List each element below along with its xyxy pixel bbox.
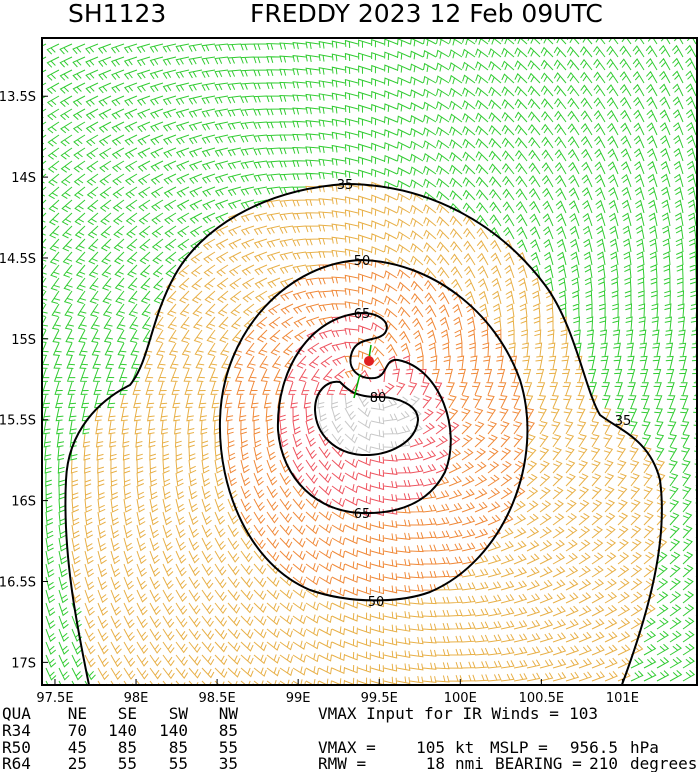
lat-label: 15.5S [0, 414, 36, 429]
info-unit: nmi [455, 754, 484, 772]
table-row-label: R34 [2, 721, 31, 740]
contour-line [218, 258, 529, 602]
table-row-label: R50 [2, 738, 31, 757]
table-cell: 35 [219, 754, 238, 772]
title: FREDDY 2023 12 Feb 09UTC [250, 0, 603, 28]
info-unit: hPa [630, 738, 659, 757]
info-value: 103 [569, 704, 598, 723]
table-header: NW [219, 704, 239, 723]
axes: 13.5S 14S 14.5S 15S 15.5S 16S 16.5S 17S 97.5E 98E… [0, 90, 639, 706]
contour-line [276, 311, 452, 515]
wind-barb [42, 38, 697, 685]
info-value: 956.5 [570, 738, 618, 757]
info-label: VMAX = [318, 738, 376, 757]
table-cell: 85 [118, 738, 137, 757]
info-label: BEARING = [495, 754, 582, 772]
contour-label: 50 [354, 254, 371, 269]
info-unit: degrees [630, 754, 697, 772]
contour-label: 65 [354, 507, 371, 522]
lon-label: 100.5E [519, 691, 564, 706]
info-value: 105 [416, 738, 445, 757]
table-cell: 140 [159, 721, 188, 740]
lon-label: 99.5E [361, 691, 398, 706]
contour-label: 80 [370, 391, 387, 406]
contour-line [64, 182, 663, 685]
contour-labels: 35 35 50 50 65 65 80 [337, 178, 632, 610]
contour-label: 65 [354, 307, 371, 322]
wind-barb [278, 311, 461, 518]
info-value: 18 [426, 754, 445, 772]
lon-label: 100E [444, 691, 477, 706]
info-label: MSLP = [490, 738, 548, 757]
table-cell: 70 [68, 721, 87, 740]
table-cell: 45 [68, 738, 87, 757]
map-frame [41, 37, 698, 686]
lat-label: 14.5S [0, 252, 36, 267]
contour-label: 50 [368, 595, 385, 610]
table-cell: 85 [219, 721, 238, 740]
storm-id: SH1123 [68, 0, 166, 28]
lon-label: 98.5E [199, 691, 236, 706]
contours [64, 182, 663, 685]
lon-label: 99E [286, 691, 311, 706]
table-header: QUA [2, 704, 31, 723]
table-header: SE [118, 704, 137, 723]
table-cell: 55 [118, 754, 137, 772]
table-cell: 55 [219, 738, 238, 757]
storm-center [364, 356, 374, 366]
contour-line [313, 380, 420, 457]
table-row-label: R64 [2, 754, 31, 772]
info-label: VMAX Input for IR Winds = [318, 704, 559, 723]
lat-label: 14S [11, 171, 36, 186]
wind-barb [70, 181, 668, 685]
info-unit: kt [455, 738, 474, 757]
lat-label: 17S [11, 656, 36, 671]
track [353, 373, 361, 399]
lon-label: 98E [124, 691, 149, 706]
table-cell: 140 [108, 721, 137, 740]
lat-label: 15S [11, 333, 36, 348]
lat-label: 16.5S [0, 575, 36, 590]
lat-label: 13.5S [0, 90, 36, 105]
lat-label: 16S [11, 495, 36, 510]
table-header: NE [68, 704, 87, 723]
table-header: SW [169, 704, 189, 723]
info-value: 210 [589, 754, 618, 772]
info-label: RMW = [318, 754, 366, 772]
lon-label: 97.5E [36, 691, 73, 706]
intensity-info: VMAX Input for IR Winds = 103 VMAX = 105… [318, 704, 697, 772]
lon-label: 101E [606, 691, 639, 706]
contour-label: 35 [615, 414, 632, 429]
table-cell: 25 [68, 754, 87, 772]
table-cell: 85 [169, 738, 188, 757]
table-cell: 55 [169, 754, 188, 772]
contour-label: 35 [337, 178, 354, 193]
